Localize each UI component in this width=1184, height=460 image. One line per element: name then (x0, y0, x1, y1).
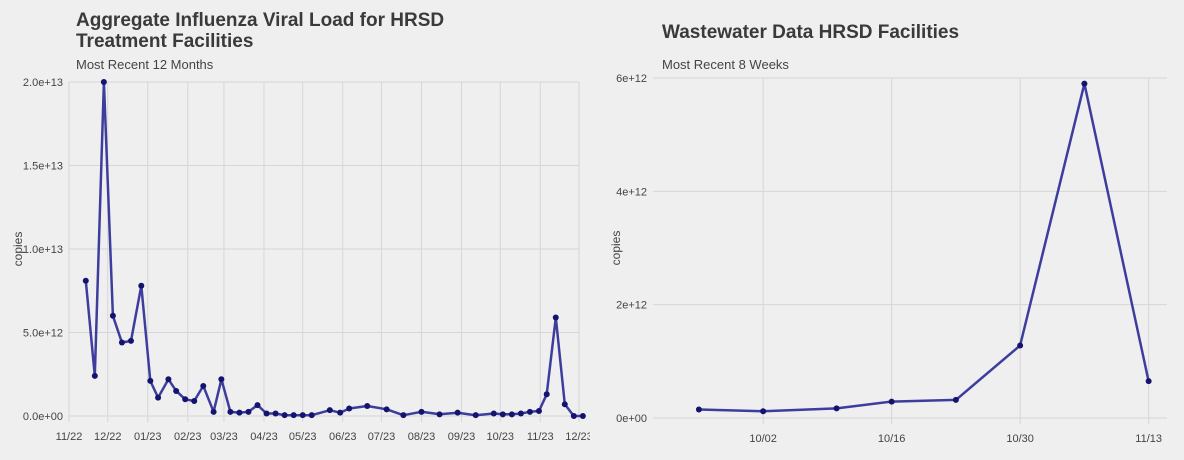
data-point (695, 406, 702, 413)
x-tick-label: 11/23 (527, 431, 554, 443)
data-point (499, 411, 506, 418)
data-point (535, 407, 542, 414)
data-point (418, 408, 425, 415)
data-point (91, 372, 98, 379)
data-point (263, 410, 270, 417)
y-tick-label: 4e+12 (616, 186, 647, 198)
data-point (517, 410, 524, 417)
x-tick-label: 11/13 (1135, 433, 1162, 445)
data-point (200, 382, 207, 389)
data-point (383, 406, 390, 413)
data-point (508, 411, 515, 418)
data-point (308, 412, 315, 419)
data-point (165, 376, 172, 383)
data-point (299, 412, 306, 419)
data-point (155, 394, 162, 401)
data-point (182, 396, 189, 403)
data-point (570, 413, 577, 419)
y-tick-label: 0e+00 (616, 413, 647, 425)
data-point (191, 397, 198, 404)
data-point (952, 396, 959, 403)
data-point (236, 409, 243, 416)
chart-subtitle: Most Recent 8 Weeks (662, 57, 789, 72)
data-point (526, 408, 533, 415)
chart-subtitle: Most Recent 12 Months (76, 57, 214, 72)
y-tick-label: 6e+12 (616, 73, 647, 85)
data-point (100, 79, 107, 85)
wastewater-plot: 10/02 10/16 10/30 11/13 0e+00 2e+12 4e+12 6e+12… (609, 73, 1167, 445)
wastewater-chart: Wastewater Data HRSD Facilities Most Rec… (590, 0, 1184, 460)
x-tick-label: 02/23 (174, 431, 202, 443)
influenza-load-plot: 11/22 12/22 01/23 02/23 03/23 04/23 05/23 06/23… (11, 77, 590, 443)
data-point (227, 408, 234, 415)
data-point (147, 377, 154, 384)
data-point (552, 314, 559, 321)
y-tick-label: 1.0e+13 (23, 244, 63, 256)
x-tick-label: 03/23 (210, 431, 238, 443)
influenza-load-chart: Aggregate Influenza Viral Load for HRSD … (0, 0, 590, 460)
y-tick-label: 0.0e+00 (23, 411, 63, 423)
x-tick-label: 12/23 (565, 431, 590, 443)
x-tick-label: 10/16 (878, 433, 906, 445)
data-point (210, 408, 217, 415)
data-point (337, 409, 344, 416)
data-point (254, 402, 261, 409)
data-point (346, 405, 353, 412)
chart-title: Aggregate Influenza Viral Load for HRSD … (76, 10, 445, 52)
y-tick-label: 1.5e+13 (23, 161, 63, 173)
x-tick-label: 05/23 (289, 431, 317, 443)
y-tick-label: 5.0e+12 (23, 328, 63, 340)
data-point (109, 312, 116, 319)
data-point (436, 411, 443, 418)
series-line (698, 82, 1150, 413)
y-axis-title: copies (609, 231, 623, 266)
data-point (290, 412, 297, 419)
data-point (490, 410, 497, 417)
data-point (281, 412, 288, 419)
data-point (760, 408, 767, 415)
data-point (579, 413, 586, 419)
data-point (272, 410, 279, 417)
data-point (326, 407, 333, 414)
x-tick-label: 09/23 (448, 431, 476, 443)
data-point (888, 398, 895, 405)
x-tick-label: 06/23 (329, 431, 357, 443)
x-tick-label: 08/23 (408, 431, 436, 443)
data-point (218, 376, 225, 383)
data-point (118, 339, 125, 346)
data-point (561, 401, 568, 408)
data-point (82, 277, 89, 284)
data-point (1081, 80, 1088, 87)
data-point (138, 282, 145, 289)
chart-title: Wastewater Data HRSD Facilities (662, 22, 960, 43)
data-point (833, 405, 840, 412)
data-point (472, 412, 479, 419)
x-tick-label: 12/22 (94, 431, 122, 443)
x-tick-label: 10/23 (486, 431, 514, 443)
data-point (173, 387, 180, 394)
data-point (543, 391, 550, 398)
x-tick-label: 04/23 (250, 431, 278, 443)
x-tick-label: 01/23 (134, 431, 162, 443)
data-point (127, 337, 134, 344)
y-tick-label: 2.0e+13 (23, 77, 63, 89)
data-point (1145, 378, 1152, 385)
data-point (400, 412, 407, 419)
y-tick-label: 2e+12 (616, 300, 647, 312)
x-tick-label: 07/23 (368, 431, 396, 443)
data-point (1017, 342, 1024, 349)
data-point (364, 402, 371, 409)
y-axis-title: copies (11, 232, 25, 267)
x-tick-label: 11/22 (56, 431, 83, 443)
x-tick-label: 10/30 (1006, 433, 1034, 445)
data-point (245, 408, 252, 415)
data-point (454, 409, 461, 416)
x-tick-label: 10/02 (749, 433, 777, 445)
